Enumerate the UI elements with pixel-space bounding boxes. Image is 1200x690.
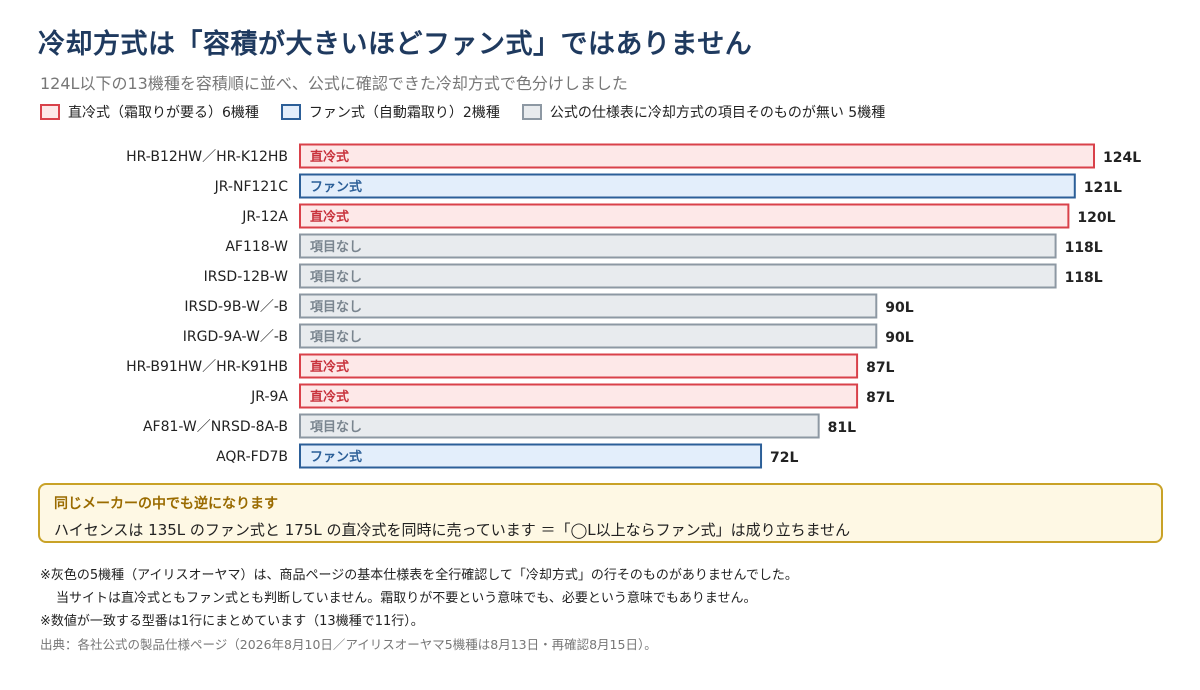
chart-subtitle: 124L以下の13機種を容積順に並べ、公式に確認できた冷却方式で色分けしました: [40, 74, 628, 93]
chart-title: 冷却方式は「容積が大きいほどファン式」ではありません: [38, 29, 753, 60]
category-label: JR-NF121C: [214, 179, 289, 195]
legend-item-none: 公式の仕様表に冷却方式の項目そのものが無い 5機種: [521, 102, 886, 122]
value-label: 118L: [1065, 270, 1103, 286]
category-label: JR-12A: [241, 209, 288, 225]
category-label: IRSD-9B-W／-B: [184, 299, 288, 315]
footnote-2: 当サイトは直冷式ともファン式とも判断していません。霜取りが不要という意味でも、必…: [56, 591, 757, 606]
value-label: 120L: [1077, 210, 1115, 226]
legend-swatch-direct: [40, 104, 60, 120]
bar-type-label: 項目なし: [310, 300, 362, 315]
category-label: AF118-W: [225, 239, 288, 255]
bar-type-label: 直冷式: [310, 359, 349, 375]
bar-chart: HR-B12HW／HR-K12HB 直冷式 124L JR-NF121C ファン式 121…: [126, 143, 1141, 469]
category-label: HR-B91HW／HR-K91HB: [126, 359, 288, 375]
bar-type-label: 項目なし: [310, 270, 362, 285]
legend-label-direct: 直冷式（霜取りが要る）6機種: [68, 105, 259, 121]
bar-none: [299, 323, 878, 349]
bar-direct: [299, 143, 1095, 169]
category-label: IRGD-9A-W／-B: [183, 329, 288, 345]
bar-none: [299, 233, 1057, 259]
bar-direct: [299, 353, 859, 379]
legend-item-fan: ファン式（自動霜取り）2機種: [280, 102, 500, 122]
legend-swatch-fan: [280, 104, 301, 120]
legend-swatch-none: [521, 104, 542, 120]
footnote-3: ※数値が一致する型番は1行にまとめています（13機種で11行）。: [40, 614, 424, 629]
value-label: 90L: [885, 330, 913, 346]
value-label: 90L: [885, 300, 913, 316]
bar-type-label: 項目なし: [310, 330, 362, 345]
bar-type-label: 項目なし: [310, 420, 362, 435]
bar-fan: [299, 173, 1076, 199]
source-note: 出典：各社公式の製品仕様ページ（2026年8月10日／アイリスオーヤマ5機種は8…: [40, 637, 657, 652]
bar-type-label: 直冷式: [310, 149, 349, 165]
value-label: 81L: [828, 420, 856, 436]
bar-direct: [299, 203, 1070, 229]
bar-none: [299, 293, 878, 319]
category-label: AF81-W／NRSD-8A-B: [143, 419, 288, 435]
callout-box: 同じメーカーの中でも逆になります ハイセンスは 135L のファン式と 175L…: [38, 483, 1163, 543]
legend: 直冷式（霜取りが要る）6機種 ファン式（自動霜取り）2機種 公式の仕様表に冷却方…: [40, 101, 907, 123]
value-label: 118L: [1065, 240, 1103, 256]
category-label: HR-B12HW／HR-K12HB: [126, 149, 288, 165]
callout-title: 同じメーカーの中でも逆になります: [54, 496, 278, 512]
bar-type-label: ファン式: [310, 449, 362, 465]
bar-type-label: 直冷式: [310, 209, 349, 225]
bar-type-label: ファン式: [310, 179, 362, 195]
category-label: IRSD-12B-W: [204, 269, 288, 285]
value-label: 121L: [1084, 180, 1122, 196]
callout-text: ハイセンスは 135L のファン式と 175L の直冷式を同時に売っています ＝…: [54, 521, 851, 539]
bar-none: [299, 413, 820, 439]
bar-none: [299, 263, 1057, 289]
bar-type-label: 直冷式: [310, 389, 349, 405]
legend-label-none: 公式の仕様表に冷却方式の項目そのものが無い 5機種: [549, 105, 886, 121]
value-label: 87L: [866, 360, 894, 376]
bar-direct: [299, 383, 859, 409]
category-label: AQR-FD7B: [216, 449, 288, 465]
bar-fan: [299, 443, 763, 469]
value-label: 72L: [770, 450, 798, 466]
value-label: 87L: [866, 390, 894, 406]
footnote-1: ※灰色の5機種（アイリスオーヤマ）は、商品ページの基本仕様表を全行確認して「冷却…: [40, 568, 798, 583]
legend-item-direct: 直冷式（霜取りが要る）6機種: [40, 102, 259, 122]
footnotes: ※灰色の5機種（アイリスオーヤマ）は、商品ページの基本仕様表を全行確認して「冷却…: [40, 566, 798, 658]
bar-type-label: 項目なし: [310, 240, 362, 255]
category-label: JR-9A: [250, 389, 288, 405]
value-label: 124L: [1103, 150, 1141, 166]
legend-label-fan: ファン式（自動霜取り）2機種: [308, 105, 500, 121]
